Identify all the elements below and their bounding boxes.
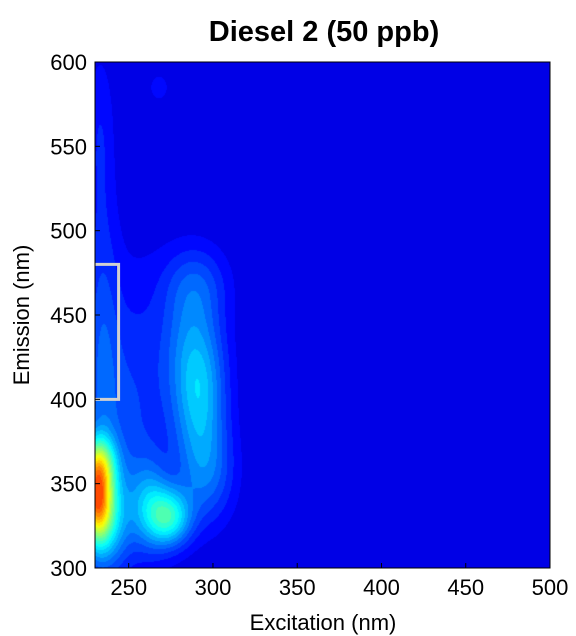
y-tick-label: 400: [50, 387, 87, 412]
x-tick-label: 400: [363, 575, 400, 600]
y-tick-label: 600: [50, 50, 87, 75]
y-tick-label: 300: [50, 556, 87, 581]
x-tick-label: 300: [195, 575, 232, 600]
y-axis-label: Emission (nm): [9, 245, 34, 386]
y-tick-label: 450: [50, 303, 87, 328]
plot-area: [94, 61, 551, 569]
y-tick-label: 550: [50, 134, 87, 159]
x-tick-label: 350: [279, 575, 316, 600]
y-tick-label: 500: [50, 219, 87, 244]
x-axis: 250 300 350 400 450 500: [110, 563, 568, 600]
y-axis: 300 350 400 450 500 550 600: [50, 50, 100, 581]
heatmap-surface: [95, 62, 550, 568]
x-axis-label: Excitation (nm): [250, 610, 397, 635]
x-tick-label: 250: [110, 575, 147, 600]
y-tick-label: 350: [50, 472, 87, 497]
annotation-bracket: [95, 262, 121, 401]
x-tick-label: 450: [447, 575, 484, 600]
x-tick-label: 500: [532, 575, 569, 600]
chart-title: Diesel 2 (50 ppb): [209, 16, 439, 48]
